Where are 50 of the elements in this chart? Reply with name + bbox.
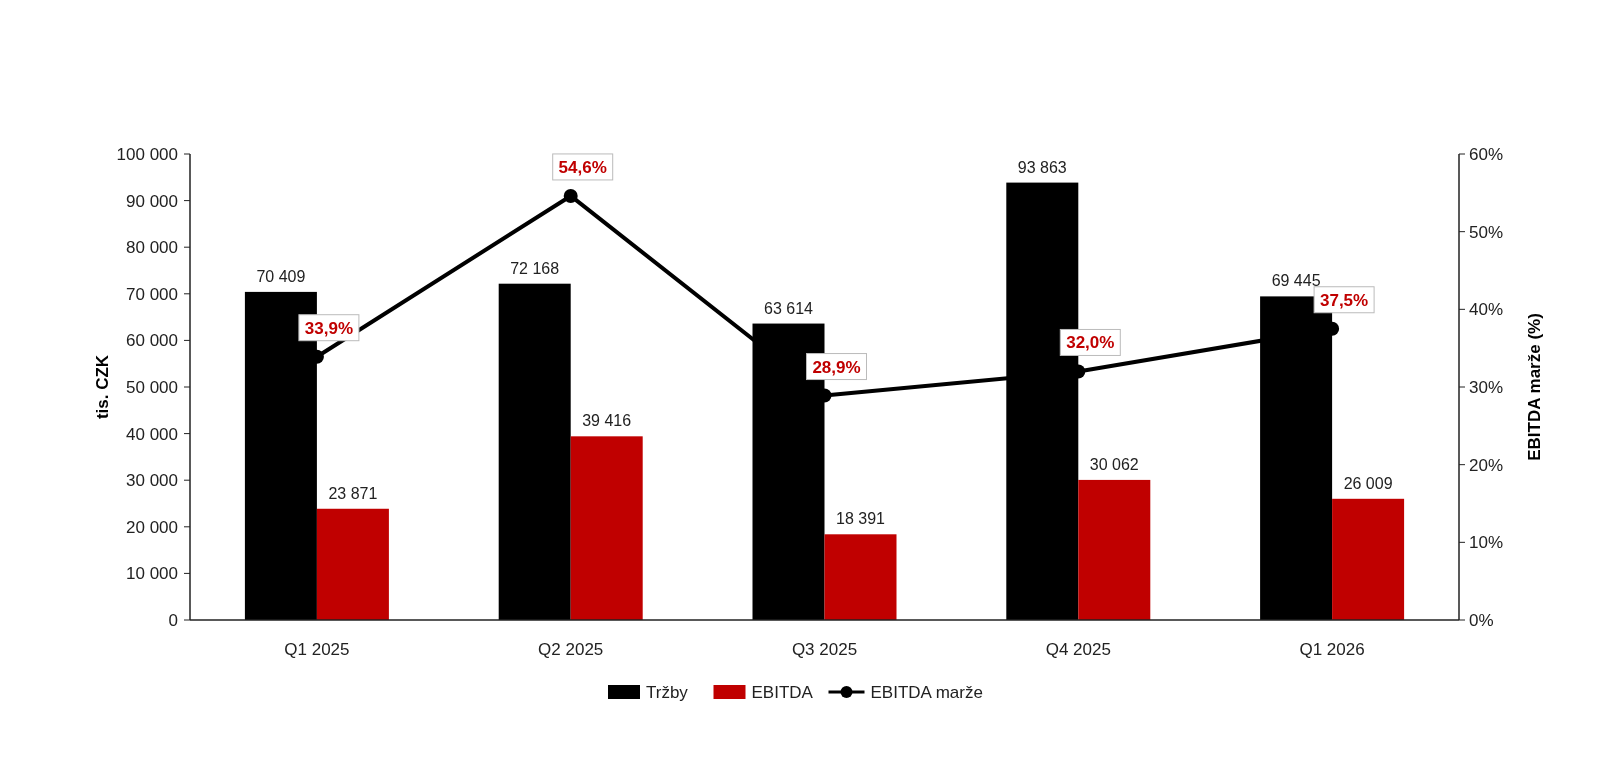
- y2-tick-label: 30%: [1469, 378, 1504, 397]
- y-tick-label: 30 000: [126, 471, 178, 491]
- bar: [498, 283, 571, 620]
- data-label: 28,9%: [812, 357, 861, 377]
- bar: [570, 436, 643, 620]
- y-tick-label: 100 000: [116, 145, 178, 164]
- legend-label: EBITDA: [751, 683, 814, 702]
- data-label: 18 391: [836, 510, 886, 528]
- y2-tick-label: 40%: [1469, 300, 1504, 320]
- y2-tick-label: 10%: [1469, 533, 1504, 553]
- data-label: 70 409: [256, 267, 306, 285]
- legend-label: EBITDA marže: [870, 683, 983, 702]
- x-tick-label: Q1 2026: [1299, 640, 1365, 659]
- y-tick-label: 10 000: [126, 564, 178, 584]
- x-tick-label: Q4 2025: [1045, 640, 1111, 659]
- y2-tick-label: 50%: [1469, 222, 1504, 242]
- x-tick-label: Q3 2025: [791, 640, 858, 659]
- y2-axis-title: EBITDA marže (%): [1525, 313, 1544, 461]
- y-tick-label: 80 000: [126, 238, 178, 258]
- y-tick-label: 90 000: [126, 191, 178, 211]
- data-label: 93 863: [1017, 158, 1067, 176]
- legend-label: Tržby: [646, 683, 689, 702]
- y-axis-title: tis. CZK: [93, 354, 112, 420]
- y2-tick-label: 60%: [1469, 145, 1504, 164]
- data-label: 37,5%: [1320, 290, 1369, 310]
- data-label: 23 871: [328, 484, 378, 502]
- x-tick-label: Q2 2025: [538, 640, 604, 659]
- data-label: 30 062: [1089, 455, 1139, 473]
- data-label: 72 168: [510, 259, 560, 277]
- bar: [824, 534, 897, 620]
- y-tick-label: 50 000: [126, 378, 178, 397]
- y-tick-label: 0: [168, 611, 178, 630]
- y-tick-label: 70 000: [126, 284, 178, 304]
- data-label: 63 614: [764, 299, 814, 317]
- data-label: 69 445: [1271, 272, 1321, 290]
- y-tick-label: 40 000: [126, 424, 178, 444]
- data-label: 54,6%: [558, 157, 607, 177]
- bar: [316, 508, 389, 620]
- y-tick-label: 60 000: [126, 331, 178, 351]
- data-label: 39 416: [582, 412, 632, 430]
- data-label: 26 009: [1343, 474, 1393, 492]
- data-label: 32,0%: [1066, 333, 1115, 353]
- y2-tick-label: 0%: [1469, 611, 1494, 630]
- point: [563, 188, 578, 203]
- y-tick-label: 20 000: [126, 517, 178, 537]
- y2-tick-label: 20%: [1469, 455, 1504, 475]
- data-label: 33,9%: [304, 318, 353, 338]
- bar: [1332, 498, 1405, 620]
- bar: [1078, 479, 1151, 620]
- x-tick-label: Q1 2025: [284, 640, 350, 659]
